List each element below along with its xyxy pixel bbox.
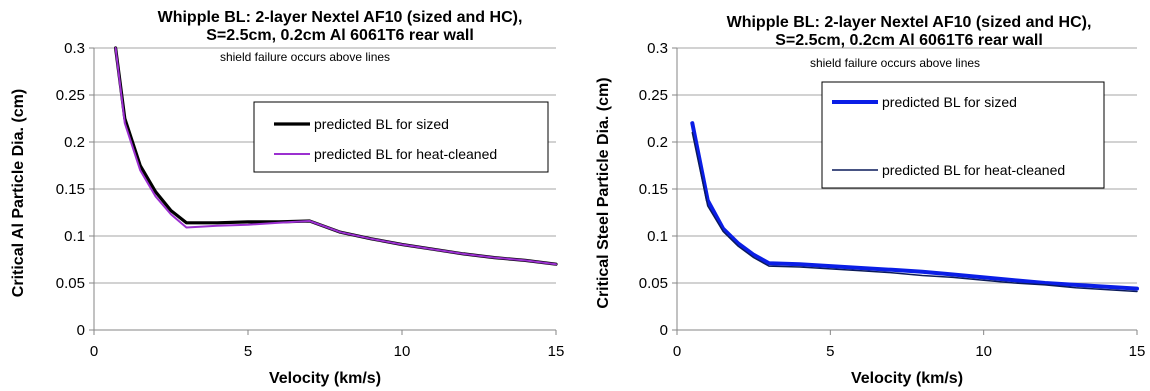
chart-2: 0 0.05 0.1 0.15 0.2 0.25 0.3 0 5 10 15 Whipple BL: … <box>595 14 1145 387</box>
y-tick-label: 0.05 <box>56 275 85 292</box>
chart-title-line2: S=2.5cm, 0.2cm Al 6061T6 rear wall <box>206 27 474 44</box>
y-tick-label: 0.3 <box>647 40 668 57</box>
x-axis-label: Velocity (km/s) <box>851 370 963 387</box>
x-tick-label: 10 <box>975 343 992 360</box>
chart-title-line2: S=2.5cm, 0.2cm Al 6061T6 rear wall <box>775 32 1043 49</box>
legend-label-heat-cleaned: predicted BL for heat-cleaned <box>882 162 1065 178</box>
x-tick-label: 0 <box>673 343 681 360</box>
x-tick-label: 0 <box>90 343 98 360</box>
series-line-sized <box>690 121 1139 291</box>
legend-label-heat-cleaned: predicted BL for heat-cleaned <box>314 146 497 162</box>
y-tick-label: 0.1 <box>64 228 85 245</box>
legend: predicted BL for sized predicted BL for h… <box>821 81 1105 189</box>
y-tick-label: 0 <box>660 322 668 339</box>
chart-annotation: shield failure occurs above lines <box>810 56 980 70</box>
y-tick-label: 0.2 <box>64 134 85 151</box>
y-tick-label: 0.1 <box>647 228 668 245</box>
x-tick-label: 15 <box>548 343 565 360</box>
y-tick-label: 0.25 <box>639 87 668 104</box>
y-tick-label: 0.15 <box>56 181 85 198</box>
x-tick-label: 5 <box>826 343 834 360</box>
y-axis-label: Critical Steel Particle Dia. (cm) <box>595 77 612 308</box>
y-tick-label: 0.25 <box>56 87 85 104</box>
chart-title-line1: Whipple BL: 2-layer Nextel AF10 (sized a… <box>727 14 1092 31</box>
y-tick-label: 0.05 <box>639 275 668 292</box>
y-tick-label: 0.2 <box>647 134 668 151</box>
x-tick-label: 15 <box>1129 343 1146 360</box>
y-tick-label: 0.15 <box>639 181 668 198</box>
series-line-heat-cleaned <box>691 131 1138 293</box>
legend-box <box>253 101 549 173</box>
x-axis-label: Velocity (km/s) <box>269 370 381 387</box>
x-tick-label: 5 <box>244 343 252 360</box>
y-axis-label: Critical Al Particle Dia. (cm) <box>10 89 27 297</box>
chart-title-line1: Whipple BL: 2-layer Nextel AF10 (sized a… <box>158 9 523 26</box>
legend: predicted BL for sized predicted BL for h… <box>253 101 549 173</box>
legend-label-sized: predicted BL for sized <box>882 94 1017 110</box>
y-tick-label: 0.3 <box>64 40 85 57</box>
legend-label-sized: predicted BL for sized <box>314 116 449 132</box>
y-tick-label: 0 <box>77 322 85 339</box>
x-tick-label: 10 <box>394 343 411 360</box>
chart-1: 0 0.05 0.1 0.15 0.2 0.25 0.3 0 5 10 15 Whipple BL: … <box>10 9 564 387</box>
chart-annotation: shield failure occurs above lines <box>220 50 390 64</box>
series-line-heat-cleaned <box>114 47 557 266</box>
